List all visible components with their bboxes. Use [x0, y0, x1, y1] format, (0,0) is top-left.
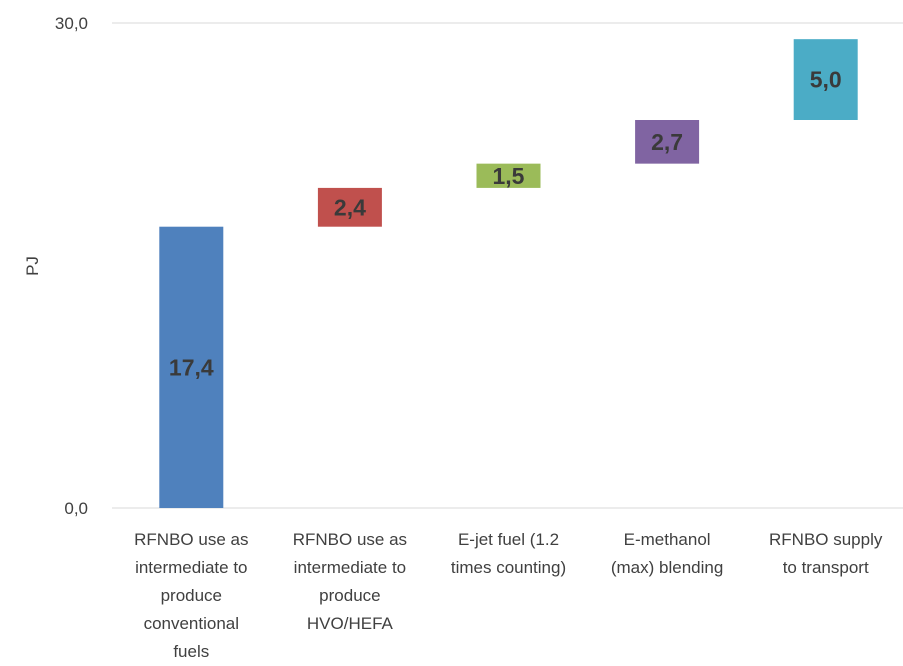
- x-tick-label: (max) blending: [611, 558, 723, 577]
- bar-4: [635, 120, 700, 164]
- x-tick-label: E-jet fuel (1.2: [458, 530, 559, 549]
- bar-1: [159, 226, 224, 508]
- bar-value-label: 5,0: [810, 67, 842, 93]
- x-tick-label: to transport: [783, 558, 869, 577]
- bar-value-label: 17,4: [169, 354, 214, 380]
- x-tick-label: fuels: [173, 642, 209, 661]
- bar-3: [476, 163, 541, 188]
- data-labels: 17,4 2,4 1,5 2,7 5,0: [169, 67, 842, 381]
- bar-2: [317, 187, 382, 227]
- gridlines: [112, 22, 903, 509]
- bar-value-label: 2,4: [334, 194, 366, 220]
- x-tick-label: intermediate to: [135, 558, 247, 577]
- bar-5: [793, 39, 858, 120]
- x-tick-label: RFNBO supply: [769, 530, 883, 549]
- bars: [159, 39, 858, 508]
- y-axis-ticks: 0,0 30,0: [55, 14, 88, 518]
- x-tick-label: produce: [319, 586, 380, 605]
- bar-value-label: 2,7: [651, 129, 683, 155]
- x-tick-label: conventional: [144, 614, 239, 633]
- x-tick-label: HVO/HEFA: [307, 614, 394, 633]
- x-axis-labels: RFNBO use as intermediate to produce conven…: [134, 530, 883, 661]
- y-axis-title: PJ: [23, 256, 42, 276]
- x-tick-label: RFNBO use as: [293, 530, 407, 549]
- x-tick-label: E-methanol: [624, 530, 711, 549]
- x-tick-label: RFNBO use as: [134, 530, 248, 549]
- y-tick-label: 30,0: [55, 14, 88, 33]
- bar-value-label: 1,5: [493, 163, 525, 189]
- x-tick-label: intermediate to: [294, 558, 406, 577]
- y-tick-label: 0,0: [64, 499, 88, 518]
- x-tick-label: times counting): [451, 558, 566, 577]
- x-tick-label: produce: [161, 586, 222, 605]
